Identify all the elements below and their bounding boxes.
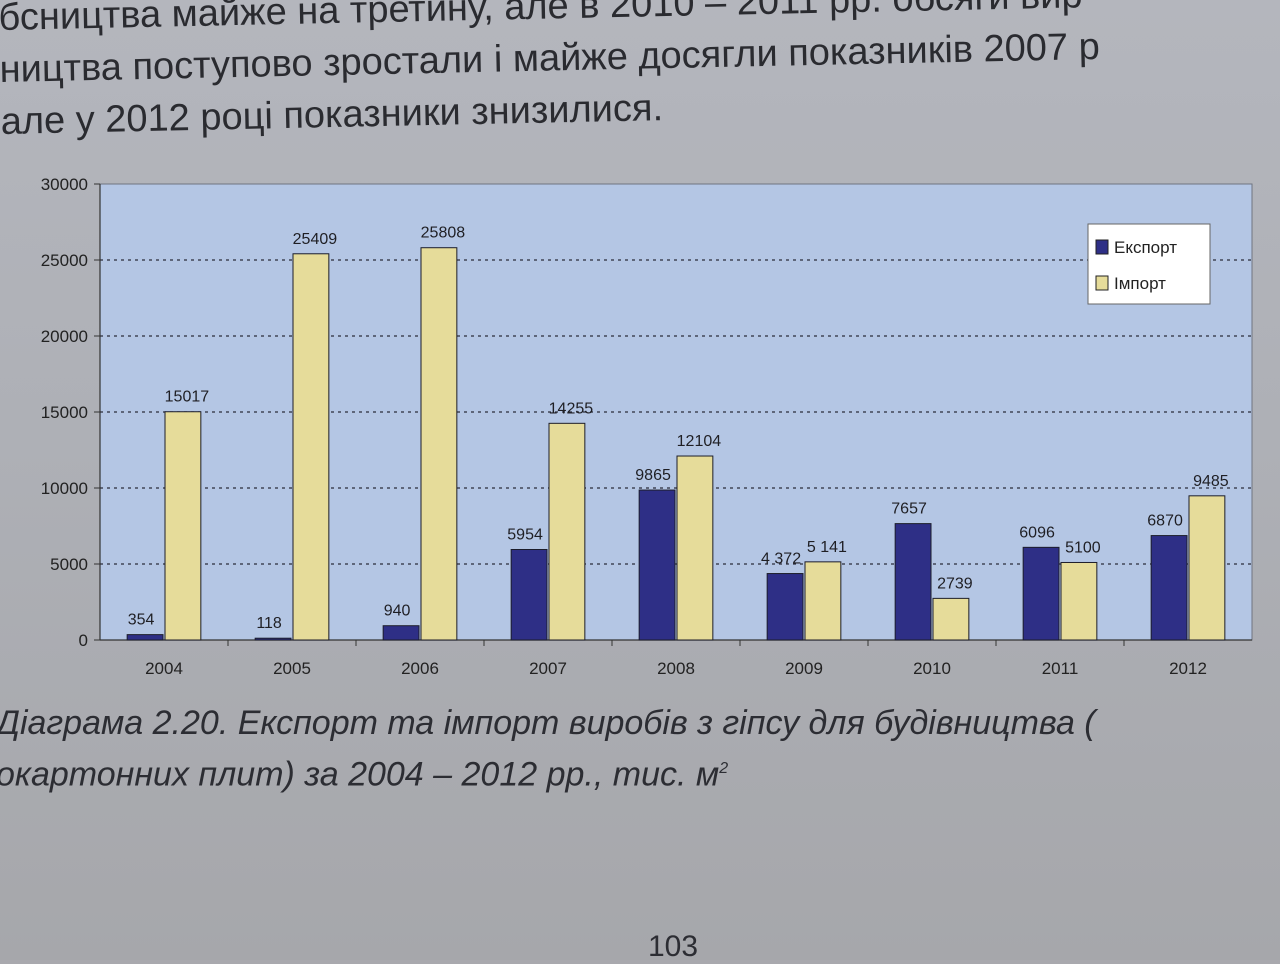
bar-експорт [1022,546,1060,641]
x-tick-label: 2004 [145,659,183,678]
bar-імпорт [804,561,842,641]
bar-імпорт [420,247,458,641]
data-label: 6870 [1147,513,1183,530]
bar-експорт [1150,535,1188,641]
bar-експорт [382,625,420,641]
bar-імпорт [932,597,970,641]
data-label: 5100 [1065,539,1101,556]
caption-text: окартонних плит) за 2004 – 2012 рр., тис… [0,755,720,794]
data-label: 14255 [549,400,594,417]
legend-box [1087,223,1211,305]
figure-caption: Діаграма 2.20. Експорт та імпорт виробів… [0,700,1280,794]
data-label: 25808 [421,225,466,242]
y-tick-label: 0 [79,631,88,650]
page-number: 103 [648,930,699,963]
bar-експорт [510,548,548,641]
data-label: 5 141 [807,539,847,556]
bar-імпорт [1060,561,1098,641]
y-tick-label: 20000 [41,327,88,346]
bar-імпорт [292,253,330,641]
bar-chart: 0 5000 10000 15000 20000 25000 30000 354 15017 20… [41,175,1253,678]
legend-label: Експорт [1114,238,1177,257]
data-label: 6096 [1019,524,1055,541]
x-tick-label: 2010 [913,659,951,678]
bar-імпорт [1188,495,1226,641]
chart-container: 0 5000 10000 15000 20000 25000 30000 354 15017 20… [0,160,1280,700]
y-tick-label: 15000 [41,403,88,422]
data-label: 118 [256,615,282,632]
caption-line-2: окартонних плит) за 2004 – 2012 рр., тис… [0,746,1280,794]
bar-імпорт [164,411,202,641]
bar-експорт [254,637,292,641]
data-label: 7657 [891,501,927,518]
data-label: 354 [128,612,155,629]
bar-імпорт [548,422,586,641]
bar-експорт [638,489,676,641]
y-tick-label: 30000 [41,175,88,194]
bar-експорт [766,573,804,641]
x-tick-label: 2009 [785,659,823,678]
data-label: 2739 [937,575,973,592]
data-label: 12104 [677,433,722,450]
legend-swatch [1095,275,1109,291]
legend-swatch [1095,239,1109,255]
bar-експорт [126,634,164,641]
x-tick-label: 2006 [401,659,439,678]
caption-superscript: 2 [719,760,729,777]
x-tick-label: 2005 [273,659,311,678]
x-tick-label: 2011 [1042,659,1079,678]
data-label: 9485 [1193,473,1229,490]
body-text: бсництва майже на третину, але в 2010 – … [0,0,1280,148]
data-label: 9865 [635,467,671,484]
x-tick-label: 2012 [1169,659,1207,678]
bar-експорт [894,523,932,641]
x-tick-label: 2007 [529,659,567,678]
data-label: 5954 [507,526,543,543]
legend-label: Імпорт [1114,274,1166,293]
x-tick-label: 2008 [657,659,695,678]
data-label: 25409 [293,231,338,248]
y-tick-label: 10000 [41,479,88,498]
y-tick-label: 5000 [50,555,88,574]
caption-line: Діаграма 2.20. Експорт та імпорт виробів… [0,704,1096,742]
bar-імпорт [676,455,714,641]
data-label: 15017 [165,389,210,406]
data-label: 4 372 [761,551,801,568]
data-label: 940 [384,603,411,620]
y-tick-label: 25000 [41,251,88,270]
